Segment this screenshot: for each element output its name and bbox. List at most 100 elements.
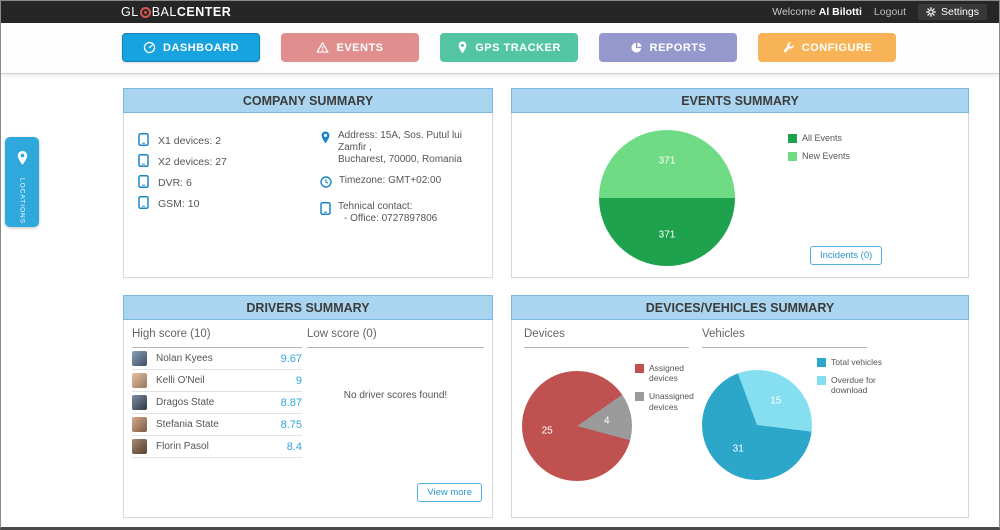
pie-icon [630, 41, 643, 54]
legend-item: All Events [788, 133, 850, 143]
tab-gps-tracker[interactable]: GPS TRACKER [440, 33, 578, 62]
legend-swatch [635, 364, 644, 373]
logo-text: CENTER [176, 5, 232, 19]
drivers-summary-title: DRIVERS SUMMARY [123, 295, 493, 320]
contact-row: Tehnical contact: - Office: 0727897806 [320, 201, 492, 225]
timezone-text: Timezone: GMT+02:00 [339, 175, 442, 186]
tab-reports[interactable]: REPORTS [599, 33, 737, 62]
user-name: Al Bilotti [818, 6, 862, 18]
legend-item: Unassigned devices [635, 391, 703, 412]
vehicles-pie-chart: 31 15 [702, 370, 812, 480]
mobile-icon [138, 174, 149, 191]
logo-text: BAL [151, 5, 177, 19]
legend-item: Assigned devices [635, 363, 703, 383]
driver-score: 8.87 [280, 396, 302, 409]
view-more-button[interactable]: View more [417, 483, 482, 502]
devices-vehicles-summary-panel: DEVICES/VEHICLES SUMMARY Devices Vehicle… [511, 295, 969, 518]
mobile-icon [138, 153, 149, 170]
tab-label: GPS TRACKER [475, 41, 561, 54]
tab-label: EVENTS [336, 41, 384, 54]
clock-icon [320, 176, 332, 192]
low-score-header: Low score (0) [307, 328, 484, 348]
low-score-column: Low score (0) No driver scores found! [307, 328, 484, 401]
topbar: GL BAL CENTER Welcome Al Bilotti Logout … [1, 1, 999, 23]
incidents-button[interactable]: Incidents (0) [810, 246, 883, 265]
legend-label: All Events [802, 133, 843, 143]
driver-score: 9 [295, 374, 302, 387]
location-pin-icon [16, 150, 29, 171]
devices-pie-chart: 25 4 [522, 371, 632, 481]
avatar [132, 373, 147, 388]
legend-label: Unassigned devices [649, 391, 694, 412]
driver-score: 8.4 [286, 440, 302, 453]
high-score-column: High score (10) Nolan Kyees 9.67 Kelli O… [132, 328, 302, 458]
legend-item: Total vehicles [817, 357, 885, 367]
driver-score: 8.75 [280, 418, 302, 431]
legend-label: New Events [802, 151, 851, 161]
driver-row: Florin Pasol 8.4 [132, 436, 302, 458]
settings-label: Settings [941, 6, 979, 18]
settings-link[interactable]: Settings [918, 4, 987, 20]
tab-label: DASHBOARD [163, 41, 239, 54]
mobile-icon [138, 195, 149, 212]
address-row: Address: 15A, Sos. Putul lui Zamfir , Bu… [320, 130, 492, 166]
driver-row: Dragos State 8.87 [132, 392, 302, 414]
gauge-icon [143, 41, 156, 54]
device-counts-list: X1 devices: 2 X2 devices: 27 DVR: 6 GSM:… [138, 130, 227, 214]
device-count-label: X1 devices: 2 [158, 134, 222, 147]
pie-value-label: 15 [770, 395, 782, 407]
welcome-label: Welcome [772, 6, 816, 18]
tab-label: CONFIGURE [801, 41, 873, 54]
logout-link[interactable]: Logout [873, 6, 907, 18]
avatar [132, 439, 147, 454]
legend-swatch [635, 392, 644, 402]
pin-icon [457, 41, 468, 54]
devices-sub-header: Devices [524, 328, 689, 348]
address-text: Address: 15A, Sos. Putul lui Zamfir , Bu… [338, 130, 462, 165]
driver-name: Kelli O'Neil [156, 375, 205, 386]
tab-label: REPORTS [649, 41, 707, 54]
pie-value-label: 371 [658, 229, 676, 241]
device-count-label: DVR: 6 [158, 176, 192, 189]
device-count-item: X1 devices: 2 [138, 130, 227, 151]
avatar [132, 351, 147, 366]
company-summary-title: COMPANY SUMMARY [123, 88, 493, 113]
welcome-text: Welcome Al Bilotti [772, 6, 862, 18]
avatar [132, 417, 147, 432]
legend-label: Total vehicles [831, 357, 883, 367]
driver-name: Florin Pasol [156, 441, 209, 452]
mobile-icon [320, 202, 331, 219]
app-logo: GL BAL CENTER [121, 5, 231, 19]
events-summary-panel: EVENTS SUMMARY 371 371 All Events New Eve… [511, 88, 969, 278]
warning-icon [316, 41, 329, 54]
timezone-row: Timezone: GMT+02:00 [320, 175, 492, 192]
tab-configure[interactable]: CONFIGURE [758, 33, 896, 62]
driver-name: Stefania State [156, 419, 219, 430]
tab-dashboard[interactable]: DASHBOARD [122, 33, 260, 62]
legend-swatch [788, 152, 797, 161]
main-nav: DASHBOARD EVENTS GPS TRACKER REPORTS [1, 23, 999, 74]
driver-name: Nolan Kyees [156, 353, 213, 364]
devices-legend: Assigned devices Unassigned devices [635, 363, 703, 420]
contact-text: Tehnical contact: - Office: 0727897806 [338, 201, 438, 224]
nav-row: DASHBOARD EVENTS GPS TRACKER REPORTS [122, 33, 896, 62]
legend-item: New Events [788, 151, 850, 161]
tab-events[interactable]: EVENTS [281, 33, 419, 62]
locations-side-tab[interactable]: LOCATIONS [5, 137, 39, 227]
avatar [132, 395, 147, 410]
drivers-summary-panel: DRIVERS SUMMARY High score (10) Nolan Ky… [123, 295, 493, 518]
legend-swatch [788, 134, 797, 143]
topbar-right: Welcome Al Bilotti Logout Settings [772, 4, 987, 20]
high-score-list: Nolan Kyees 9.67 Kelli O'Neil 9 Dragos S… [132, 348, 302, 458]
pie-value-label: 4 [604, 415, 610, 427]
driver-row: Stefania State 8.75 [132, 414, 302, 436]
device-count-label: GSM: 10 [158, 197, 200, 210]
device-count-item: DVR: 6 [138, 172, 227, 193]
no-scores-message: No driver scores found! [343, 390, 448, 401]
events-summary-title: EVENTS SUMMARY [511, 88, 969, 113]
vehicles-sub-header: Vehicles [702, 328, 867, 348]
legend-label: Assigned devices [649, 363, 684, 384]
driver-row: Nolan Kyees 9.67 [132, 348, 302, 370]
driver-row: Kelli O'Neil 9 [132, 370, 302, 392]
